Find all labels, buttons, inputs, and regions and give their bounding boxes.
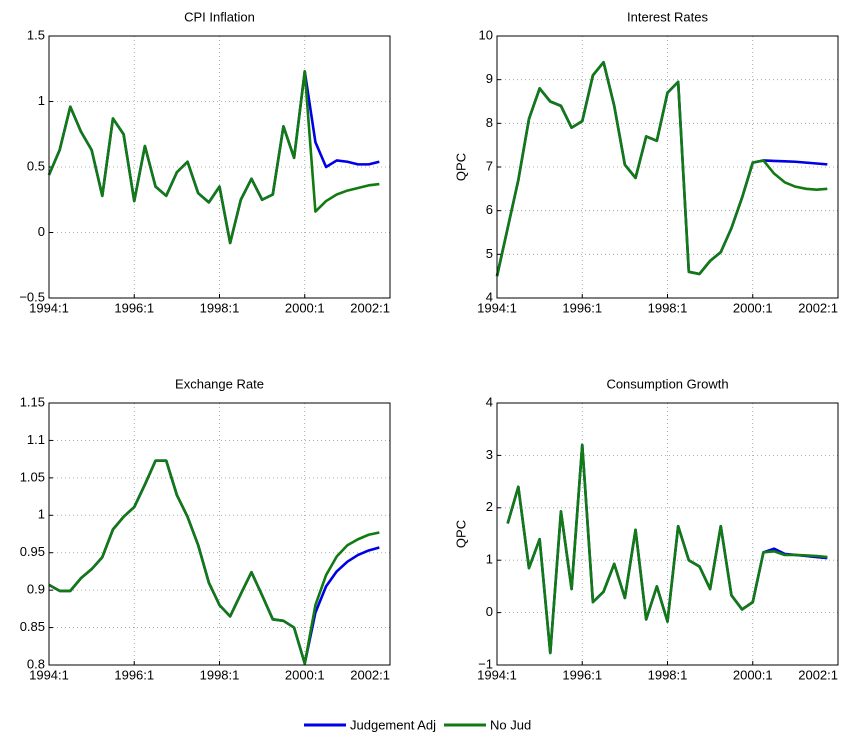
x-tick-label: 1994:1 — [477, 300, 517, 315]
y-tick-label: 0.85 — [20, 619, 45, 634]
x-tick-label: 1994:1 — [477, 667, 517, 682]
y-tick-label: 0.95 — [20, 544, 45, 559]
y-tick-label: 5 — [486, 246, 493, 261]
plot-frame — [48, 35, 391, 299]
y-tick-label: 0.8 — [27, 656, 45, 671]
x-tick-label: 1994:1 — [29, 667, 69, 682]
y-tick-label: 1 — [486, 552, 493, 567]
chart-title: CPI Inflation — [184, 9, 255, 24]
y-tick-label: −1 — [478, 656, 493, 671]
y-tick-label: 0 — [38, 224, 45, 239]
y-tick-label: 0 — [486, 604, 493, 619]
x-tick-label: 1996:1 — [114, 667, 154, 682]
x-tick-label: 2000:1 — [733, 667, 773, 682]
y-axis-label: QPC — [453, 520, 468, 548]
y-tick-label: 1.5 — [27, 27, 45, 42]
y-tick-label: 0.9 — [27, 582, 45, 597]
y-tick-label: 1.05 — [20, 469, 45, 484]
x-tick-label: 1998:1 — [648, 300, 688, 315]
x-tick-label: 2002:1 — [350, 300, 390, 315]
y-tick-label: 0.5 — [27, 158, 45, 173]
plot-background — [49, 36, 390, 298]
x-tick-label: 2000:1 — [285, 667, 325, 682]
y-tick-label: −0.5 — [19, 289, 45, 304]
series-line — [47, 70, 380, 245]
x-tick-label: 1996:1 — [562, 300, 602, 315]
y-tick-label: 9 — [486, 71, 493, 86]
x-tick-label: 1998:1 — [200, 667, 240, 682]
y-tick-label: 2 — [486, 499, 493, 514]
y-tick-label: 4 — [486, 289, 493, 304]
series-line — [495, 60, 828, 277]
x-tick-label: 2000:1 — [733, 300, 773, 315]
plot-frame — [496, 35, 839, 299]
chart-title: Interest Rates — [627, 9, 708, 24]
y-tick-label: 8 — [486, 115, 493, 130]
plot-background — [497, 36, 838, 298]
series-line — [506, 443, 828, 655]
y-tick-label: 6 — [486, 202, 493, 217]
plot-frame — [48, 402, 391, 666]
x-tick-label: 2002:1 — [350, 667, 390, 682]
y-tick-label: 3 — [486, 447, 493, 462]
series-line — [48, 459, 380, 665]
y-tick-label: 4 — [486, 394, 493, 409]
x-tick-label: 1998:1 — [200, 300, 240, 315]
y-tick-label: 7 — [486, 158, 493, 173]
x-tick-label: 2002:1 — [798, 300, 838, 315]
chart-title: Consumption Growth — [606, 376, 728, 391]
y-axis-label: QPC — [453, 153, 468, 181]
x-tick-label: 1996:1 — [562, 667, 602, 682]
y-tick-label: 10 — [479, 27, 493, 42]
legend-label: No Jud — [490, 717, 531, 732]
plot-background — [49, 403, 390, 665]
y-tick-label: 1.15 — [20, 394, 45, 409]
x-tick-label: 2000:1 — [285, 300, 325, 315]
y-tick-label: 1 — [38, 93, 45, 108]
x-tick-label: 1994:1 — [29, 300, 69, 315]
x-tick-label: 2002:1 — [798, 667, 838, 682]
legend-label: Judgement Adj — [350, 717, 436, 732]
x-tick-label: 1996:1 — [114, 300, 154, 315]
x-tick-label: 1998:1 — [648, 667, 688, 682]
y-tick-label: 1.1 — [27, 432, 45, 447]
y-tick-label: 1 — [38, 507, 45, 522]
plot-frame — [496, 402, 839, 666]
chart-title: Exchange Rate — [175, 376, 264, 391]
